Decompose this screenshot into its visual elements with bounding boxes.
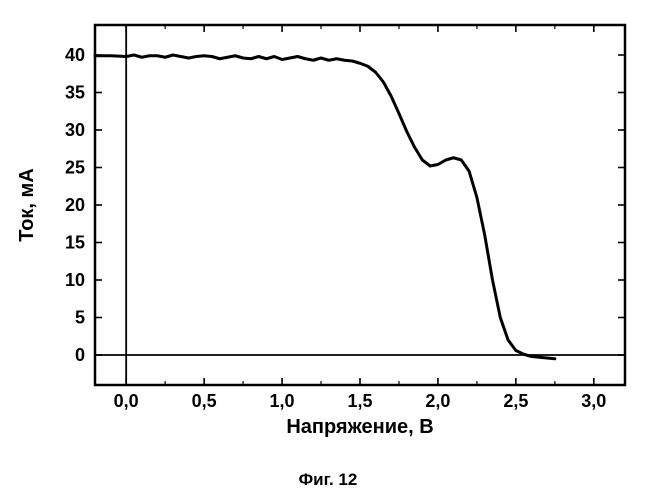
caption-text: Фиг. 12 [299, 470, 358, 489]
x-tick-label: 1,0 [270, 391, 295, 411]
y-tick-label: 20 [65, 195, 85, 215]
figure-caption: Фиг. 12 [0, 470, 656, 490]
y-tick-label: 25 [65, 158, 85, 178]
x-tick-label: 0,5 [192, 391, 217, 411]
x-tick-label: 2,0 [425, 391, 450, 411]
figure-container: 0,0 0,5 1,0 1,5 2,0 2,5 3,0 0 5 10 15 20 25 30 35 40 Нап… [0, 0, 656, 500]
y-tick-label: 5 [75, 308, 85, 328]
y-tick-label: 0 [75, 345, 85, 365]
y-tick-label: 10 [65, 270, 85, 290]
x-tick-label: 1,5 [347, 391, 372, 411]
x-tick-label: 3,0 [581, 391, 606, 411]
x-tick-label: 0,0 [114, 391, 139, 411]
y-axis-label: Ток, мА [16, 168, 38, 242]
y-tick-label: 15 [65, 233, 85, 253]
x-axis-label: Напряжение, В [286, 416, 433, 438]
y-tick-label: 30 [65, 120, 85, 140]
y-tick-label: 40 [65, 45, 85, 65]
y-tick-label: 35 [65, 83, 85, 103]
x-tick-label: 2,5 [503, 391, 528, 411]
iv-curve-chart: 0,0 0,5 1,0 1,5 2,0 2,5 3,0 0 5 10 15 20 25 30 35 40 Нап… [0, 0, 656, 455]
